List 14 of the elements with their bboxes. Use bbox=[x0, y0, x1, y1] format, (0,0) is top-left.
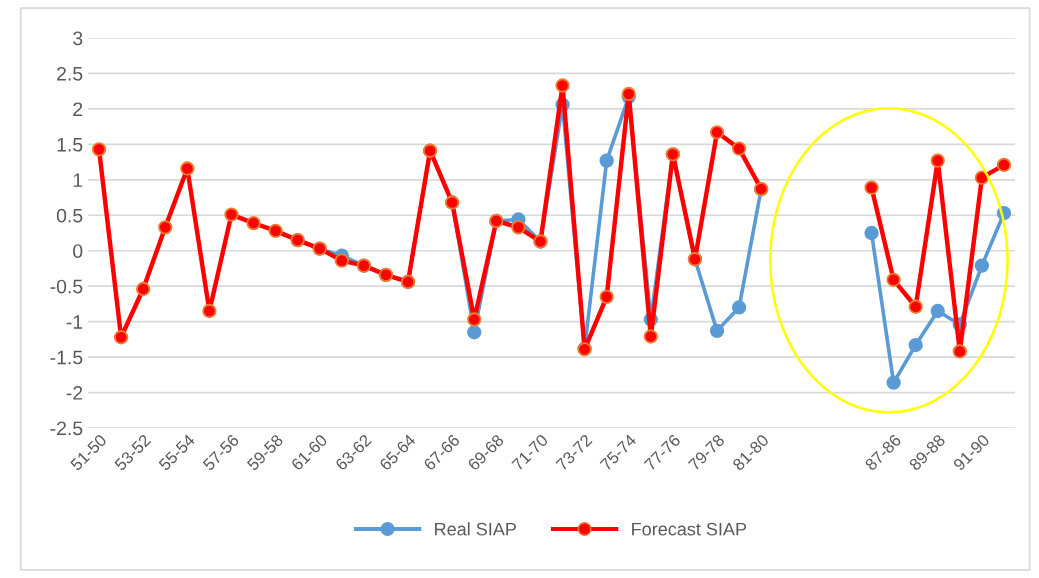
y-tick-label: 0.5 bbox=[56, 208, 83, 223]
y-tick-label: 3 bbox=[73, 31, 83, 46]
y-tick-label: -0.5 bbox=[50, 279, 83, 294]
y-tick-label: -2 bbox=[66, 386, 83, 400]
legend-label: Real SIAP bbox=[435, 522, 516, 536]
y-tick-label: 1 bbox=[73, 173, 83, 187]
legend-label: Forecast SIAP bbox=[632, 522, 747, 536]
y-tick-label: 0 bbox=[73, 244, 83, 258]
y-tick-label: 2.5 bbox=[57, 66, 83, 81]
y-tick-label: -1 bbox=[66, 315, 83, 329]
y-tick-label: 2 bbox=[73, 102, 83, 116]
y-tick-label: 1.5 bbox=[57, 138, 83, 152]
y-tick-label: -2.5 bbox=[50, 421, 83, 436]
y-tick-label: -1.5 bbox=[50, 350, 83, 365]
